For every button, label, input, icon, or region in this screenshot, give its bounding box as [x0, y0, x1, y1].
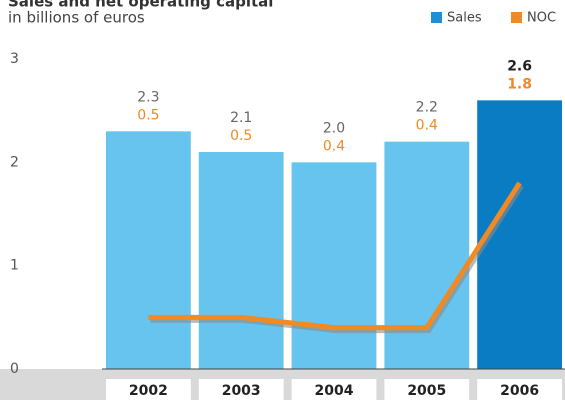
y-tick-label: 3 — [10, 51, 19, 67]
legend-label: NOC — [527, 11, 556, 26]
line-value-label: 0.4 — [416, 118, 438, 134]
x-tick-label: 2006 — [500, 383, 539, 399]
x-tick-box — [106, 379, 191, 400]
line-value-label: 0.4 — [323, 138, 345, 154]
bar — [384, 141, 470, 369]
y-tick-label: 0 — [10, 361, 19, 377]
line-value-label: 0.5 — [137, 107, 159, 123]
bar — [291, 162, 377, 369]
x-tick-box — [477, 379, 562, 400]
line — [148, 181, 522, 331]
x-tick-box — [291, 379, 377, 400]
bar-value-label: 2.6 — [507, 58, 532, 74]
bar-value-label: 2.1 — [230, 110, 252, 126]
x-tick-label: 2002 — [129, 383, 168, 399]
line-shadow — [150, 184, 524, 334]
legend-swatch — [511, 12, 522, 23]
y-tick-label: 1 — [10, 258, 19, 274]
x-tick-label: 2005 — [407, 383, 446, 399]
x-tick-box — [384, 379, 470, 400]
x-tick-label: 2003 — [222, 383, 261, 399]
legend-label: Sales — [447, 11, 482, 26]
bar — [106, 131, 191, 369]
bar-value-label: 2.2 — [416, 100, 438, 116]
bar-value-label: 2.3 — [137, 89, 159, 105]
bar-value-label: 2.0 — [323, 120, 345, 136]
x-tick-label: 2004 — [315, 383, 354, 399]
legend-swatch — [431, 12, 442, 23]
bar — [198, 152, 284, 369]
chart-title: Sales and net operating capital — [8, 0, 273, 11]
y-tick-label: 2 — [10, 154, 19, 170]
line-value-label: 0.5 — [230, 128, 252, 144]
x-tick-box — [198, 379, 284, 400]
line-value-label: 1.8 — [507, 76, 532, 92]
chart-subtitle: in billions of euros — [8, 9, 145, 27]
